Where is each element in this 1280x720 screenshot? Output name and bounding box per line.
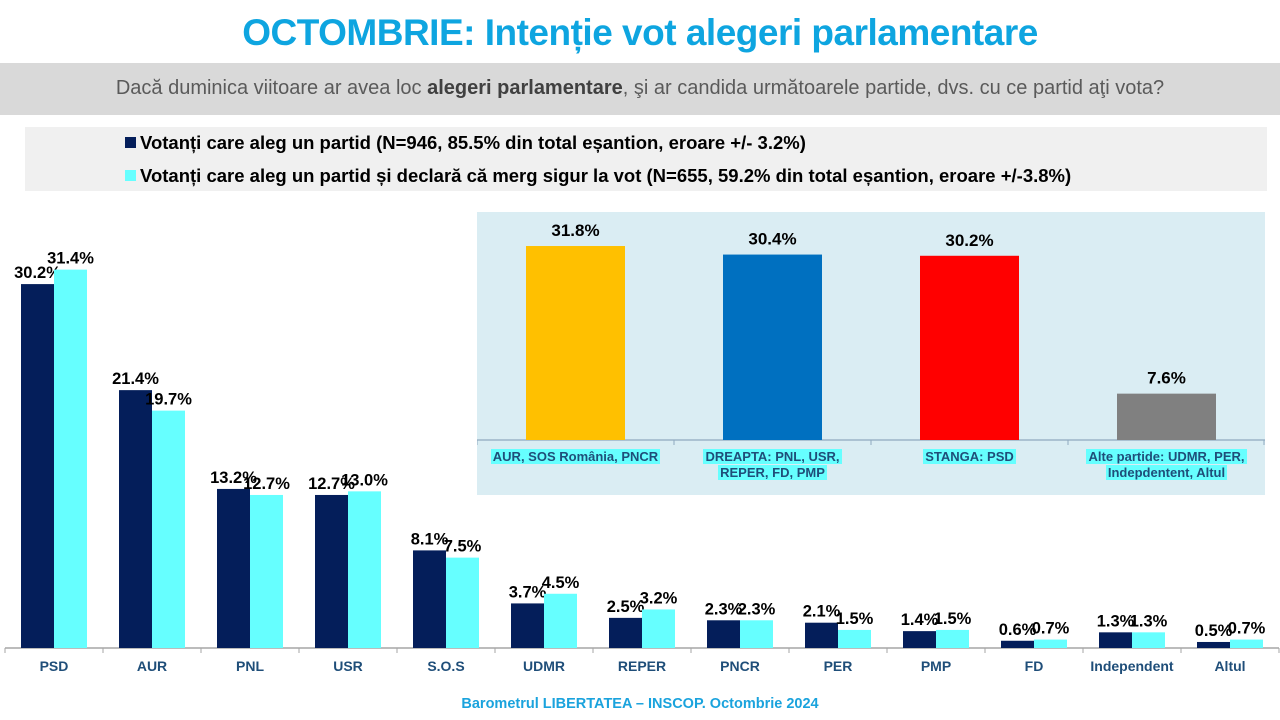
x-tick-label: Independent [1090,658,1174,674]
data-label: 0.7% [1228,620,1266,638]
bar-sure-voters [446,557,479,648]
inset-category-line: Alte partide: UDMR, PER, [1086,449,1247,464]
bar-sure-voters [250,494,283,648]
x-tick-label: S.O.S [427,658,464,674]
data-label: 31.4% [47,250,94,268]
x-tick-label: PMP [921,658,951,674]
bar-all-voters [413,550,446,648]
bar-all-voters [315,494,348,648]
data-label: 7.5% [444,538,482,556]
data-label: 13.2% [210,469,257,487]
data-label: 19.7% [145,391,192,409]
inset-category-line: AUR, SOS România, PNCR [490,449,661,464]
inset-bar [723,254,822,440]
data-label: 12.7% [308,475,355,493]
legend-swatch-light [125,170,136,181]
bar-sure-voters [1034,639,1067,648]
bar-all-voters [1197,641,1230,648]
bar-all-voters [903,631,936,648]
data-label: 2.3% [738,600,776,618]
question-text-start: Dacă duminica viitoare ar avea loc [115,77,428,99]
inset-bar-chart: 31.8% 30.4% 30.2% 7.6% [477,221,1265,445]
data-label: 2.1% [803,603,841,621]
survey-question: Dacă duminica viitoare ar avea loc alege… [0,77,1280,100]
bar-all-voters [1099,632,1132,648]
bar-sure-voters [838,629,871,648]
bar-sure-voters [1132,632,1165,648]
inset-data-label: 31.8% [551,221,599,240]
bar-all-voters [1001,640,1034,648]
bar-all-voters [119,390,152,648]
inset-category-label: AUR, SOS România, PNCR [481,449,671,465]
bar-sure-voters [740,620,773,648]
bar-sure-voters [642,609,675,648]
inset-category-line: DREAPTA: PNL, USR, [703,449,842,464]
legend-label: Votanți care aleg un partid și declară c… [140,165,1072,186]
data-label: 3.7% [509,583,547,601]
bar-sure-voters [348,491,381,648]
x-tick-label: UDMR [523,658,565,674]
bar-all-voters [217,488,250,648]
data-label: 1.5% [836,610,874,628]
x-tick-label: PNCR [720,658,760,674]
data-label: 8.1% [411,530,449,548]
inset-category-label: DREAPTA: PNL, USR, REPER, FD, PMP [678,449,868,481]
data-label: 30.2% [14,264,61,282]
legend-item-sure-voters: Votanți care aleg un partid și declară c… [125,165,1071,187]
inset-category-label: STANGA: PSD [875,449,1065,465]
inset-data-label: 30.4% [748,230,796,249]
data-label: 1.3% [1130,612,1168,630]
data-label: 0.7% [1032,620,1070,638]
x-tick-label: Altul [1214,658,1245,674]
bar-all-voters [805,622,838,648]
data-label: 0.5% [1195,622,1233,640]
bar-sure-voters [1230,639,1263,648]
inset-category-label: Alte partide: UDMR, PER, Indepdentent, Al… [1072,449,1262,481]
source-footer: Barometrul LIBERTATEA – INSCOP. Octombri… [461,696,819,712]
data-label: 4.5% [542,574,580,592]
inset-bar [526,246,625,440]
legend: Votanți care aleg un partid (N=946, 85.5… [25,127,1267,191]
question-text-end: , şi ar candida următoarele partide, dvs… [622,77,1165,99]
bar-all-voters [609,617,642,648]
bar-all-voters [511,603,544,648]
bar-sure-voters [152,410,185,648]
inset-bar [920,255,1019,440]
data-label: 2.5% [607,598,645,616]
inset-category-line: STANGA: PSD [923,449,1016,464]
inset-data-label: 30.2% [945,231,993,250]
legend-label: Votanți care aleg un partid (N=946, 85.5… [140,132,806,153]
x-tick-label: USR [333,658,363,674]
inset-category-line: REPER, FD, PMP [718,465,827,480]
data-label: 12.7% [243,475,290,493]
data-label: 21.4% [112,370,159,388]
bar-all-voters [21,284,54,648]
bar-all-voters [707,620,740,648]
inset-bar [1117,393,1216,440]
page-title: OCTOMBRIE: Intenție vot alegeri parlamen… [242,12,1038,53]
data-label: 13.0% [341,471,388,489]
legend-item-all-voters: Votanți care aleg un partid (N=946, 85.5… [125,132,806,154]
data-label: 2.3% [705,600,743,618]
main-bar-chart: 30.2%31.4%PSD21.4%19.7%AUR13.2%12.7%PNL1… [4,250,1280,674]
data-label: 0.6% [999,621,1037,639]
legend-swatch-dark [125,137,136,148]
bar-sure-voters [936,629,969,648]
x-tick-label: REPER [618,658,666,674]
x-tick-label: PSD [40,658,69,674]
x-tick-label: PNL [236,658,264,674]
data-label: 1.4% [901,611,939,629]
data-label: 1.3% [1097,612,1135,630]
x-tick-label: FD [1025,658,1044,674]
question-text-bold: alegeri parlamentare [427,77,623,99]
inset-data-label: 7.6% [1147,369,1186,388]
bar-sure-voters [544,593,577,648]
data-label: 3.2% [640,589,678,607]
x-tick-label: AUR [137,658,167,674]
data-label: 1.5% [934,610,972,628]
x-tick-label: PER [824,658,853,674]
bar-sure-voters [54,269,87,648]
inset-category-line: Indepdentent, Altul [1105,465,1228,480]
question-band [0,63,1280,115]
